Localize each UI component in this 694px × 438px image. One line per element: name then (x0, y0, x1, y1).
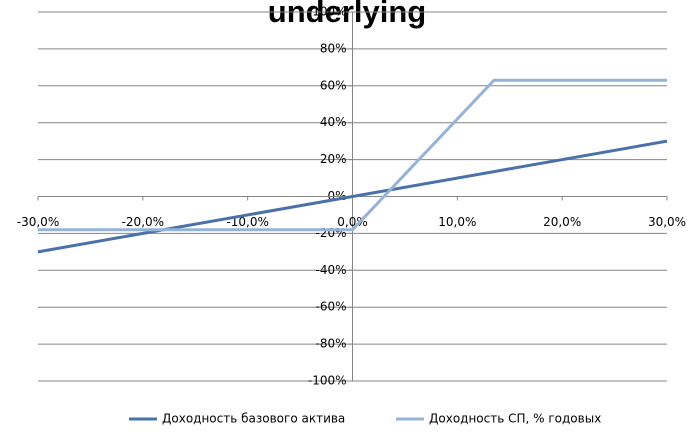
y-tick-label: 60% (320, 78, 347, 92)
series-line (38, 78, 667, 232)
x-tick-label: 10,0% (438, 215, 476, 229)
x-tick-label: 0,0% (337, 215, 368, 229)
y-tick-label: -40% (315, 263, 346, 277)
y-tick-label: -100% (308, 374, 347, 388)
x-tick-label: -30,0% (17, 215, 59, 229)
y-tick-label: 100% (312, 5, 346, 19)
y-tick-label: 40% (320, 115, 347, 129)
x-tick-label: 20,0% (543, 215, 581, 229)
chart-title: underlying (268, 0, 426, 29)
legend-label: Доходность базового актива (162, 412, 345, 426)
legend-label: Доходность СП, % годовых (429, 412, 601, 426)
y-tick-label: 20% (320, 152, 347, 166)
x-tick-label: 30,0% (648, 215, 686, 229)
x-tick-label: -10,0% (226, 215, 268, 229)
y-tick-label: -60% (315, 300, 346, 314)
series-line (37, 139, 668, 254)
x-tick-label: -20,0% (122, 215, 164, 229)
y-tick-label: -80% (315, 337, 346, 351)
y-tick-label: 80% (320, 41, 347, 55)
